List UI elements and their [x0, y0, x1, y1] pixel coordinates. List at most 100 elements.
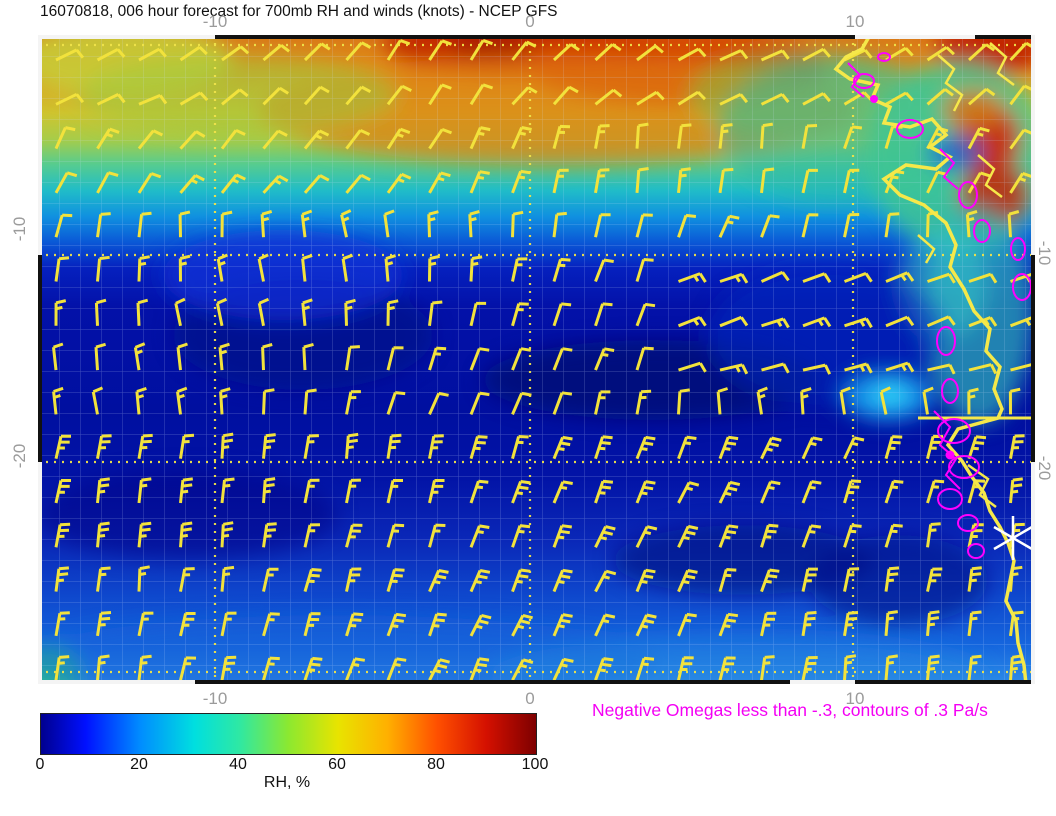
wind-barb: [552, 124, 571, 149]
wind-barb: [677, 90, 707, 106]
wind-barb: [55, 92, 85, 106]
wind-barb: [677, 388, 691, 415]
wind-barb: [760, 523, 779, 548]
wind-barb: [761, 362, 790, 374]
wind-barb: [220, 655, 237, 681]
wind-barb: [137, 477, 152, 504]
wind-barb: [137, 211, 152, 238]
wind-barb: [635, 213, 653, 238]
wind-barb: [137, 255, 150, 282]
wind-barb: [179, 521, 193, 548]
wind-barb: [344, 298, 356, 326]
wind-barb: [300, 209, 313, 238]
wind-barb: [801, 168, 818, 194]
wind-barb: [511, 480, 531, 504]
wind-barb: [718, 480, 741, 504]
wind-barb: [760, 611, 777, 637]
x-bottom-tick-10: 10: [845, 689, 865, 708]
wind-barb: [511, 126, 532, 150]
wind-barb: [968, 87, 996, 106]
wind-barb: [636, 90, 665, 106]
wind-barb: [926, 46, 955, 62]
wind-barb: [218, 342, 230, 371]
wind-barb: [469, 83, 494, 106]
coastline-layer: [833, 35, 1035, 684]
wind-barb: [1009, 171, 1033, 194]
wind-barb: [386, 84, 412, 106]
wind-barb: [965, 209, 978, 238]
wind-barb: [760, 214, 780, 238]
wind-barb: [176, 386, 188, 415]
wind-barb: [967, 171, 991, 194]
wind-barb: [677, 272, 707, 283]
wind-barb: [137, 611, 154, 637]
wind-barb: [220, 128, 246, 150]
colorbar-tick-0: 0: [35, 756, 45, 773]
wind-barb: [761, 317, 790, 329]
wind-barb: [428, 569, 449, 593]
wind-barb: [52, 342, 64, 371]
station-asterisk-marker: [993, 516, 1033, 560]
wind-barb: [552, 657, 574, 681]
wind-barb: [677, 167, 691, 194]
wind-barb: [718, 123, 733, 149]
wind-barb: [138, 47, 167, 62]
wind-barb: [843, 479, 861, 504]
wind-barb: [1008, 387, 1021, 415]
wind-barb: [262, 433, 276, 459]
wind-barb: [677, 569, 698, 593]
wind-barb: [967, 610, 982, 637]
wind-barb: [96, 566, 111, 592]
wind-barb: [718, 435, 739, 460]
wind-barb: [220, 210, 233, 238]
fine-graticule-grid: [38, 35, 1035, 684]
wind-barb: [635, 302, 656, 327]
wind-barb: [719, 272, 749, 284]
wind-barb: [91, 386, 104, 415]
wind-barb: [260, 209, 273, 238]
wind-barb: [967, 126, 990, 150]
wind-barb: [137, 521, 152, 548]
wind-barb: [677, 524, 699, 548]
wind-barb: [967, 566, 982, 592]
wind-barb: [802, 47, 831, 62]
wind-barb: [345, 567, 362, 592]
wind-barb: [384, 254, 397, 282]
wind-barb: [303, 612, 321, 637]
wind-barb: [179, 567, 195, 592]
wind-barb: [427, 210, 439, 238]
wind-barb: [178, 254, 191, 282]
wind-barb: [1009, 477, 1023, 504]
wind-barb: [469, 126, 491, 150]
wind-barb: [257, 253, 269, 282]
x-top-tick-0: 0: [525, 12, 535, 31]
wind-barb: [843, 168, 860, 194]
wind-barb: [511, 568, 531, 593]
wind-barb: [428, 300, 443, 326]
wind-barb: [52, 386, 64, 415]
wind-barb: [261, 343, 273, 371]
wind-barb: [96, 93, 126, 106]
wind-barb: [926, 610, 940, 637]
wind-barb: [802, 363, 832, 375]
wind-barb: [345, 523, 363, 548]
wind-barb: [96, 521, 110, 548]
wind-barb: [552, 568, 573, 593]
wind-barb: [428, 254, 440, 282]
wind-barb: [220, 477, 235, 504]
wind-barb: [719, 93, 749, 106]
wind-barb: [594, 124, 610, 149]
wind-barb: [511, 658, 534, 681]
wind-barb: [635, 258, 654, 282]
wind-barb: [677, 481, 700, 504]
wind-barb: [594, 657, 614, 681]
wind-barb: [884, 212, 900, 238]
wind-barb: [677, 316, 707, 328]
wind-barb: [677, 213, 697, 238]
wind-barb: [303, 85, 330, 106]
wind-barb: [801, 124, 818, 149]
wind-barb: [179, 91, 209, 106]
wind-barb: [884, 435, 903, 460]
wind-barb: [926, 654, 940, 681]
wind-barb: [885, 361, 915, 373]
